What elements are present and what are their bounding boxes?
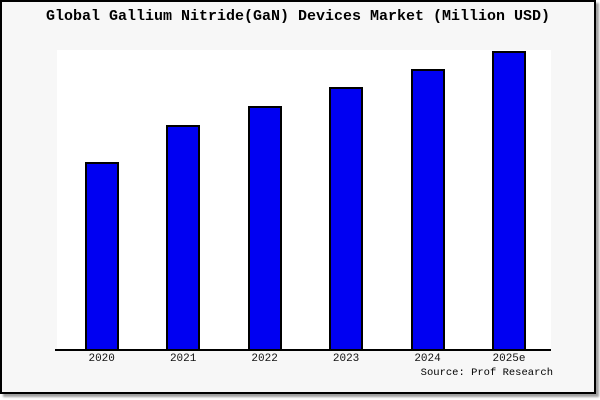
chart-figure: Global Gallium Nitride(GaN) Devices Mark… [0, 0, 596, 394]
x-tick-label-2023: 2023 [332, 353, 360, 365]
bar-2022 [247, 106, 282, 349]
x-tick-label-2024: 2024 [414, 353, 441, 365]
bar-2023 [329, 87, 364, 349]
x-tick-label-2022: 2022 [251, 353, 278, 365]
source-note: Source: Prof Research [420, 367, 553, 379]
x-tick-label-2021: 2021 [169, 353, 197, 365]
chart-title: Global Gallium Nitride(GaN) Devices Mark… [45, 8, 551, 25]
bar-2020 [84, 162, 119, 349]
x-tick-label-2020: 2020 [88, 353, 115, 365]
bar-2024 [410, 69, 445, 349]
x-axis-line [55, 349, 551, 351]
plot-area: 2020 2021 2022 2023 2024 2025e [55, 50, 551, 365]
bar-2025e [492, 51, 526, 349]
bar-2021 [166, 125, 201, 349]
x-tick-label-2025e: 2025e [492, 353, 526, 365]
